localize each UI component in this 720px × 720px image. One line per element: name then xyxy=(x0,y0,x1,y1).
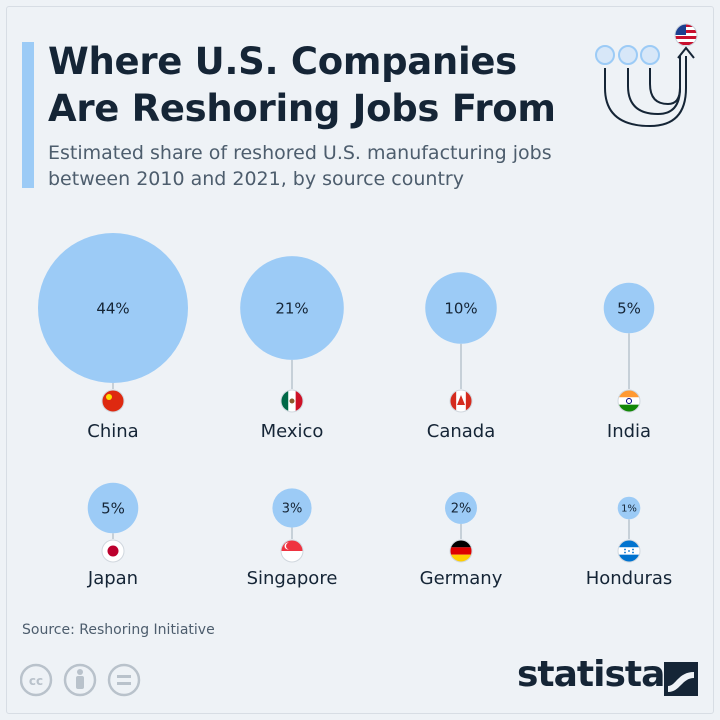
bubble-china xyxy=(38,233,188,383)
nd-icon xyxy=(107,663,141,697)
title-line-1: Where U.S. Companies xyxy=(48,40,517,83)
value-label: 5% xyxy=(617,299,641,317)
chart-subtitle: Estimated share of reshored U.S. manufac… xyxy=(48,140,648,192)
bubble-singapore xyxy=(272,488,312,528)
value-label: 10% xyxy=(444,299,477,317)
value-label: 44% xyxy=(96,299,129,317)
license-icons: cc xyxy=(20,663,141,697)
category-label: China xyxy=(87,421,138,442)
honduras-flag xyxy=(617,539,641,563)
source-note: Source: Reshoring Initiative xyxy=(22,622,215,638)
statista-logo-icon xyxy=(664,662,698,696)
bubble-chart: 44% China 21% Mexico 10% Canada 5% India 5% Japan… xyxy=(38,233,673,589)
bubble-canada xyxy=(425,272,497,344)
category-label: India xyxy=(607,421,651,442)
singapore-flag xyxy=(280,539,304,563)
bubble-india xyxy=(603,282,655,334)
bubble-japan xyxy=(87,482,139,534)
svg-text:cc: cc xyxy=(29,674,43,688)
chart-title: Where U.S. Companies Are Reshoring Jobs … xyxy=(48,38,608,132)
germany-flag xyxy=(449,539,473,563)
subtitle-line-2: between 2010 and 2021, by source country xyxy=(48,168,464,190)
value-label: 1% xyxy=(621,504,637,515)
value-label: 2% xyxy=(451,502,472,517)
china-flag xyxy=(101,389,125,413)
cc-icon: cc xyxy=(20,663,53,697)
title-line-2: Are Reshoring Jobs From xyxy=(48,87,556,130)
value-label: 21% xyxy=(275,299,308,317)
india-flag xyxy=(617,389,641,413)
subtitle-line-1: Estimated share of reshored U.S. manufac… xyxy=(48,142,552,164)
bubble-mexico xyxy=(240,256,344,360)
reshoring-arrows-us-flag-icon xyxy=(595,23,698,128)
japan-flag xyxy=(101,539,125,563)
canada-flag xyxy=(449,389,473,413)
value-label: 3% xyxy=(282,502,303,517)
bubble-honduras xyxy=(617,496,641,520)
by-icon xyxy=(63,663,97,697)
category-label: Honduras xyxy=(586,568,673,589)
mexico-flag xyxy=(280,389,304,413)
value-label: 5% xyxy=(101,499,125,517)
category-label: Canada xyxy=(427,421,496,442)
category-label: Singapore xyxy=(247,568,338,589)
statista-logo-text: statista xyxy=(517,654,665,695)
category-label: Germany xyxy=(420,568,503,589)
category-label: Japan xyxy=(87,568,138,589)
bubble-germany xyxy=(445,492,477,524)
accent-bar xyxy=(22,42,34,188)
category-label: Mexico xyxy=(261,421,324,442)
